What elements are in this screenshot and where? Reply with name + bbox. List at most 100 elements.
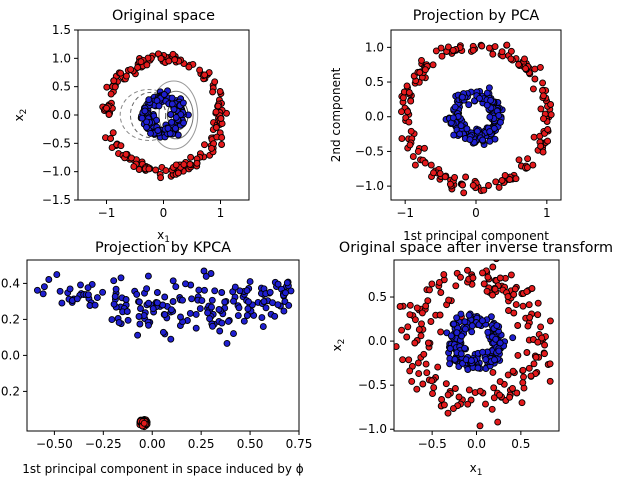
- blue-point: [195, 286, 203, 294]
- blue-point: [206, 315, 214, 323]
- red-point: [403, 333, 411, 341]
- red-point: [193, 159, 201, 167]
- blue-point: [218, 319, 226, 327]
- blue-point: [458, 332, 466, 340]
- red-point: [428, 377, 436, 385]
- red-point: [523, 164, 531, 172]
- red-point: [485, 44, 493, 52]
- red-point: [140, 419, 148, 427]
- red-point: [111, 83, 119, 91]
- blue-point: [230, 330, 237, 338]
- x-tick-label: −0.50: [36, 437, 73, 451]
- red-point: [406, 301, 414, 309]
- x-axis-label: 1st principal component in space induced…: [22, 462, 304, 476]
- blue-point: [73, 295, 81, 303]
- y-tick-label: 0.0: [365, 110, 384, 124]
- red-point: [539, 148, 547, 156]
- red-point: [485, 182, 492, 189]
- red-point: [479, 269, 486, 277]
- red-point: [512, 301, 520, 309]
- red-point: [547, 101, 555, 108]
- red-point: [411, 316, 419, 324]
- red-point: [404, 108, 412, 116]
- blue-point: [164, 124, 172, 132]
- red-point: [459, 181, 467, 189]
- blue-point: [243, 287, 251, 295]
- blue-point: [457, 350, 465, 358]
- red-point: [544, 126, 552, 133]
- red-point: [399, 356, 407, 364]
- blue-point: [246, 278, 254, 286]
- y-tick-label: 0.5: [368, 290, 387, 304]
- y-tick-label: −0.5: [42, 136, 71, 150]
- blue-point: [144, 272, 152, 280]
- x-tick-label: 0: [472, 206, 480, 220]
- red-point: [446, 180, 454, 188]
- red-point: [406, 311, 414, 319]
- chart-title: Projection by PCA: [413, 8, 540, 24]
- red-point: [460, 189, 468, 197]
- blue-point: [243, 312, 251, 319]
- red-point: [421, 66, 429, 74]
- blue-point: [145, 321, 152, 329]
- blue-point: [168, 100, 176, 108]
- scatter-points: [99, 50, 230, 182]
- red-point: [541, 341, 549, 349]
- contour-line: [158, 90, 194, 140]
- red-point: [429, 390, 436, 398]
- x-tick-label: 0.50: [237, 437, 264, 451]
- y-tick-label: 0.0: [1, 348, 20, 362]
- red-point: [445, 296, 453, 304]
- red-point: [420, 350, 428, 358]
- blue-point: [486, 113, 494, 121]
- red-point: [534, 311, 542, 319]
- red-point: [546, 377, 554, 385]
- blue-point: [493, 322, 501, 330]
- red-point: [134, 64, 142, 71]
- red-point: [518, 399, 526, 407]
- blue-point: [154, 127, 162, 134]
- red-point: [531, 75, 539, 83]
- blue-point: [137, 305, 144, 312]
- red-point: [495, 183, 503, 191]
- red-point: [531, 65, 539, 73]
- red-point: [539, 79, 547, 87]
- red-point: [521, 55, 528, 63]
- red-point: [403, 82, 411, 90]
- blue-point: [280, 307, 288, 315]
- red-point: [405, 118, 413, 126]
- red-point: [107, 135, 115, 142]
- red-point: [422, 302, 430, 310]
- blue-point: [486, 128, 494, 136]
- red-point: [469, 46, 477, 54]
- chart-title: Original space after inverse transform: [339, 240, 613, 256]
- red-point: [411, 339, 419, 347]
- blue-point: [186, 309, 194, 317]
- blue-point: [463, 125, 471, 133]
- blue-point: [236, 287, 244, 295]
- blue-point: [168, 118, 176, 126]
- red-point: [489, 263, 497, 271]
- red-point: [440, 271, 448, 279]
- red-point: [444, 391, 452, 399]
- red-point: [507, 271, 515, 279]
- blue-point: [110, 277, 118, 285]
- blue-point: [143, 123, 150, 131]
- blue-point: [451, 355, 459, 363]
- red-point: [509, 367, 517, 375]
- red-point: [418, 320, 425, 328]
- red-point: [513, 389, 521, 397]
- blue-point: [461, 318, 469, 326]
- panel-pca: Projection by PCA −1 0 1−1.0−0.50.00.51.0 …: [329, 8, 562, 243]
- blue-point: [258, 314, 266, 322]
- blue-point: [461, 325, 469, 333]
- y-tick-label: 0.5: [365, 75, 384, 89]
- red-point: [514, 351, 522, 359]
- blue-point: [147, 129, 154, 137]
- red-point: [407, 127, 415, 135]
- chart-title: Original space: [112, 8, 215, 24]
- blue-point: [108, 316, 116, 324]
- blue-point: [474, 364, 482, 372]
- red-point: [510, 291, 518, 298]
- red-point: [524, 322, 532, 330]
